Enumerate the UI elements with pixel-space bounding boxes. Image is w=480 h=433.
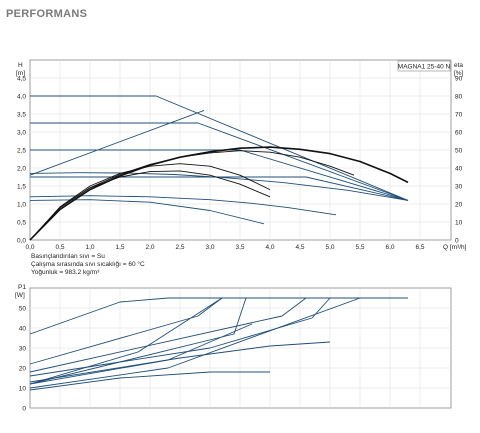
x-tick-label: 2,0 [145, 244, 154, 251]
x-axis-label: Q [m³/h] [443, 244, 467, 251]
y-tick-label: 4,5 [17, 76, 26, 83]
y-right-tick-label: 20 [455, 202, 463, 209]
x-tick-label: 0,5 [55, 244, 64, 251]
power-curve-6 [29, 297, 408, 389]
x-tick-label: 4,0 [265, 244, 274, 251]
head-curve-8 [29, 109, 205, 176]
head-curve-6 [29, 195, 337, 216]
fluid-note: Çalışma sırasında sıvı sıcaklığı = 60 °C [31, 260, 145, 268]
model-label-box [397, 60, 451, 72]
x-tick-label: 1,0 [85, 244, 94, 251]
head-curve-1 [30, 95, 409, 201]
x-tick-label: 5,5 [355, 244, 364, 251]
y-axis-unit: [m] [16, 70, 25, 77]
power-curve-10 [29, 323, 253, 385]
y-right-axis-label: eta [454, 62, 463, 69]
y-tick-label: 3,0 [17, 130, 26, 137]
y-tick-label: 2,5 [17, 148, 26, 155]
page-title: PERFORMANS [6, 8, 88, 20]
power-y-tick-label: 30 [19, 346, 27, 353]
power-curve-9 [29, 297, 223, 385]
y-right-tick-label: 30 [455, 184, 463, 191]
head-curve-2 [30, 122, 409, 201]
x-tick-label: 6,5 [415, 244, 424, 251]
y-right-tick-label: 60 [455, 130, 463, 137]
y-tick-label: 3,5 [17, 112, 26, 119]
fluid-note: Basınçlandırılan sıvı = Su [31, 253, 105, 260]
power-y-tick-label: 10 [19, 386, 27, 393]
y-right-tick-label: 0 [455, 238, 459, 245]
x-tick-label: 3,0 [205, 244, 214, 251]
power-y-tick-label: 0 [22, 406, 26, 413]
x-tick-label: 4,5 [295, 244, 304, 251]
head-curve-12 [29, 170, 271, 241]
head-curve-11 [29, 163, 271, 241]
y-right-tick-label: 40 [455, 166, 463, 173]
x-tick-label: 6,0 [385, 244, 394, 251]
x-tick-label: 0,0 [25, 244, 34, 251]
y-right-tick-label: 80 [455, 94, 463, 101]
x-tick-label: 1,5 [115, 244, 124, 251]
head-curve-9 [29, 146, 409, 241]
y-right-tick-label: 70 [455, 112, 463, 119]
y-tick-label: 1,0 [17, 202, 26, 209]
power-y-axis-unit: [W] [15, 292, 25, 299]
head-curve-5 [29, 172, 409, 201]
y-tick-label: 0,5 [17, 220, 26, 227]
x-tick-label: 3,5 [235, 244, 244, 251]
power-y-tick-label: 20 [19, 366, 27, 373]
x-tick-label: 5,0 [325, 244, 334, 251]
fluid-note: Yoğunluk = 983.2 kg/m³ [31, 269, 100, 276]
y-tick-label: 0,0 [17, 238, 26, 245]
y-tick-label: 1,5 [17, 184, 26, 191]
power-y-tick-label: 50 [19, 306, 27, 313]
power-curve-5 [29, 297, 408, 377]
y-right-tick-label: 10 [455, 220, 463, 227]
y-tick-label: 2,0 [17, 166, 26, 173]
power-curve-7 [29, 341, 331, 383]
y-right-axis-unit: [%] [454, 70, 464, 77]
head-curve-3 [30, 149, 409, 201]
y-right-tick-label: 90 [455, 76, 463, 83]
power-y-axis-label: P1 [18, 284, 26, 291]
y-tick-label: 4,0 [17, 94, 26, 101]
power-y-tick-label: 40 [19, 326, 27, 333]
y-right-tick-label: 50 [455, 148, 463, 155]
x-tick-label: 2,5 [175, 244, 184, 251]
model-label: MAGNA1 25-40 N [398, 64, 451, 71]
power-curve-8 [29, 371, 270, 391]
y-axis-label: H [18, 62, 23, 69]
